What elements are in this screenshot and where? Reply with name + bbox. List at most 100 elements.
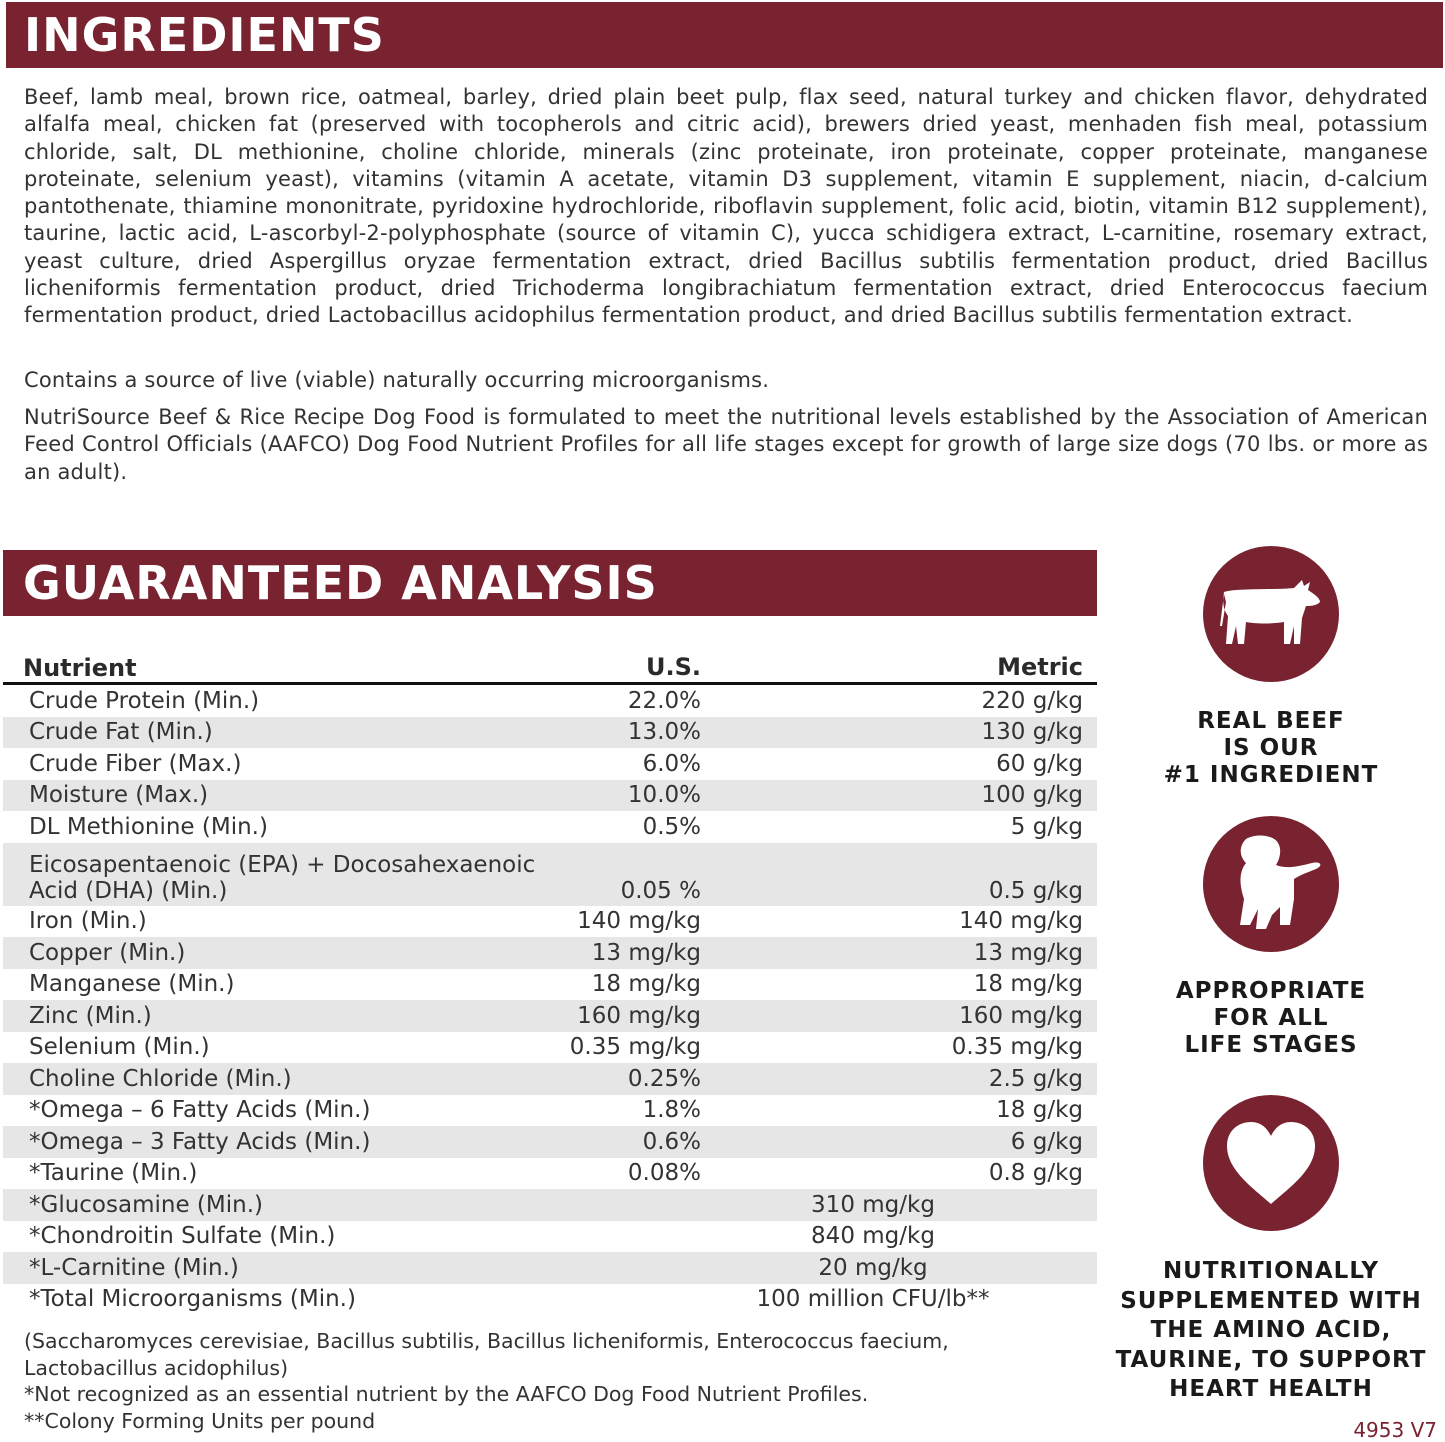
us-value: 160 mg/kg bbox=[577, 1002, 701, 1029]
table-row: Manganese (Min.) 18 mg/kg 18 mg/kg bbox=[3, 969, 1097, 1001]
feature-line: APPROPRIATE bbox=[1175, 978, 1367, 1004]
feature-line: NUTRITIONALLY bbox=[1162, 1258, 1380, 1284]
us-value: 6.0% bbox=[642, 750, 701, 777]
metric-value: 130 g/kg bbox=[981, 719, 1083, 746]
us-value: 13 mg/kg bbox=[591, 939, 701, 966]
us-value: 0.35 mg/kg bbox=[569, 1034, 701, 1061]
feature-line: LIFE STAGES bbox=[1184, 1032, 1358, 1058]
nutrient-name: *Glucosamine (Min.) bbox=[29, 1191, 263, 1218]
combined-value: 840 mg/kg bbox=[811, 1223, 935, 1250]
combined-value: 310 mg/kg bbox=[811, 1191, 935, 1218]
feature-life-stages: APPROPRIATE FOR ALL LIFE STAGES bbox=[1105, 816, 1437, 1059]
table-row: *Total Microorganisms (Min.) 100 million … bbox=[3, 1284, 1097, 1316]
us-value: 0.6% bbox=[642, 1128, 701, 1155]
us-value: 18 mg/kg bbox=[591, 971, 701, 998]
nutrient-name: Selenium (Min.) bbox=[29, 1034, 210, 1061]
table-row: Crude Fiber (Max.) 6.0% 60 g/kg bbox=[3, 748, 1097, 780]
feature-line: FOR ALL bbox=[1213, 1005, 1329, 1031]
table-row: *Glucosamine (Min.) 310 mg/kg bbox=[3, 1189, 1097, 1221]
combined-value: 100 million CFU/lb** bbox=[756, 1286, 990, 1313]
nutrient-name: *L-Carnitine (Min.) bbox=[29, 1254, 239, 1281]
us-value: 10.0% bbox=[627, 782, 701, 809]
puppy-icon bbox=[1203, 816, 1339, 952]
metric-value: 2.5 g/kg bbox=[988, 1065, 1083, 1092]
us-value: 140 mg/kg bbox=[577, 908, 701, 935]
table-row: *L-Carnitine (Min.) 20 mg/kg bbox=[3, 1252, 1097, 1284]
table-row: *Omega – 6 Fatty Acids (Min.) 1.8% 18 g/kg bbox=[3, 1095, 1097, 1127]
feature-real-beef: REAL BEEF IS OUR #1 INGREDIENT bbox=[1105, 546, 1437, 789]
header-nutrient: Nutrient bbox=[23, 654, 137, 682]
nutrient-name: Manganese (Min.) bbox=[29, 971, 235, 998]
analysis-table: Nutrient U.S. Metric Crude Protein (Min.… bbox=[3, 650, 1097, 1315]
nutrient-name: Eicosapentaenoic (EPA) + Docosahexaenoic… bbox=[29, 851, 536, 904]
metric-value: 220 g/kg bbox=[981, 687, 1083, 714]
footnote-organisms: (Saccharomyces cerevisiae, Bacillus subt… bbox=[24, 1329, 949, 1380]
guaranteed-analysis-title: GUARANTEED ANALYSIS bbox=[3, 550, 1097, 616]
us-value: 0.5% bbox=[642, 813, 701, 840]
metric-value: 0.8 g/kg bbox=[988, 1160, 1083, 1187]
table-row: Moisture (Max.) 10.0% 100 g/kg bbox=[3, 779, 1097, 811]
us-value: 0.08% bbox=[627, 1160, 701, 1187]
nutrient-name: Iron (Min.) bbox=[29, 908, 147, 935]
table-row: Choline Chloride (Min.) 0.25% 2.5 g/kg bbox=[3, 1063, 1097, 1095]
header-metric: Metric bbox=[997, 653, 1083, 681]
feature-line: HEART HEALTH bbox=[1169, 1376, 1373, 1402]
metric-value: 6 g/kg bbox=[1010, 1128, 1083, 1155]
footnotes: (Saccharomyces cerevisiae, Bacillus subt… bbox=[24, 1328, 1084, 1434]
feature-line: THE AMINO ACID, bbox=[1150, 1317, 1392, 1343]
table-row: Crude Protein (Min.) 22.0% 220 g/kg bbox=[3, 685, 1097, 717]
us-value: 13.0% bbox=[627, 719, 701, 746]
feature-text: NUTRITIONALLY SUPPLEMENTED WITH THE AMIN… bbox=[1105, 1257, 1437, 1405]
metric-value: 13 mg/kg bbox=[973, 939, 1083, 966]
table-row: Crude Fat (Min.) 13.0% 130 g/kg bbox=[3, 716, 1097, 748]
product-code: 4953 V7 bbox=[1353, 1418, 1437, 1442]
metric-value: 0.5 g/kg bbox=[988, 877, 1083, 904]
table-row: Selenium (Min.) 0.35 mg/kg 0.35 mg/kg bbox=[3, 1032, 1097, 1064]
table-row: *Taurine (Min.) 0.08% 0.8 g/kg bbox=[3, 1158, 1097, 1190]
metric-value: 18 mg/kg bbox=[973, 971, 1083, 998]
table-header: Nutrient U.S. Metric bbox=[3, 650, 1097, 685]
nutrient-name: Copper (Min.) bbox=[29, 939, 186, 966]
metric-value: 18 g/kg bbox=[996, 1097, 1083, 1124]
nutrient-name: *Omega – 3 Fatty Acids (Min.) bbox=[29, 1128, 371, 1155]
feature-heart-health: NUTRITIONALLY SUPPLEMENTED WITH THE AMIN… bbox=[1105, 1095, 1437, 1405]
metric-value: 140 mg/kg bbox=[959, 908, 1083, 935]
feature-line: #1 INGREDIENT bbox=[1163, 762, 1379, 788]
combined-value: 20 mg/kg bbox=[818, 1254, 928, 1281]
table-row: Zinc (Min.) 160 mg/kg 160 mg/kg bbox=[3, 1000, 1097, 1032]
metric-value: 5 g/kg bbox=[1010, 813, 1083, 840]
us-value: 0.05 % bbox=[620, 877, 701, 904]
table-row: *Omega – 3 Fatty Acids (Min.) 0.6% 6 g/kg bbox=[3, 1126, 1097, 1158]
nutrient-name: *Chondroitin Sulfate (Min.) bbox=[29, 1223, 336, 1250]
nutrient-name: *Total Microorganisms (Min.) bbox=[29, 1286, 356, 1313]
feature-line: SUPPLEMENTED WITH bbox=[1120, 1287, 1422, 1314]
nutrient-name: Crude Fat (Min.) bbox=[29, 719, 213, 746]
metric-value: 160 mg/kg bbox=[959, 1002, 1083, 1029]
ingredients-title: INGREDIENTS bbox=[6, 2, 1443, 68]
nutrient-name: *Taurine (Min.) bbox=[29, 1160, 198, 1187]
header-us: U.S. bbox=[645, 653, 701, 681]
nutrient-name: Choline Chloride (Min.) bbox=[29, 1065, 292, 1092]
table-row: Eicosapentaenoic (EPA) + Docosahexaenoic… bbox=[3, 842, 1097, 906]
us-value: 22.0% bbox=[627, 687, 701, 714]
feature-text: APPROPRIATE FOR ALL LIFE STAGES bbox=[1105, 978, 1437, 1059]
feature-text: REAL BEEF IS OUR #1 INGREDIENT bbox=[1105, 708, 1437, 789]
us-value: 1.8% bbox=[642, 1097, 701, 1124]
table-row: Copper (Min.) 13 mg/kg 13 mg/kg bbox=[3, 937, 1097, 969]
nutrient-name: Moisture (Max.) bbox=[29, 782, 209, 809]
nutrient-name: Crude Fiber (Max.) bbox=[29, 750, 242, 777]
us-value: 0.25% bbox=[627, 1065, 701, 1092]
ingredients-list: Beef, lamb meal, brown rice, oatmeal, ba… bbox=[24, 85, 1428, 328]
feature-line: TAURINE, TO SUPPORT bbox=[1115, 1346, 1427, 1373]
table-row: DL Methionine (Min.) 0.5% 5 g/kg bbox=[3, 811, 1097, 843]
nutrient-name: Zinc (Min.) bbox=[29, 1002, 152, 1029]
table-row: Iron (Min.) 140 mg/kg 140 mg/kg bbox=[3, 906, 1097, 938]
cow-icon bbox=[1203, 546, 1339, 682]
table-row: *Chondroitin Sulfate (Min.) 840 mg/kg bbox=[3, 1221, 1097, 1253]
feature-line: IS OUR bbox=[1223, 735, 1319, 761]
nutrient-name: Crude Protein (Min.) bbox=[29, 687, 260, 714]
nutrient-name: DL Methionine (Min.) bbox=[29, 813, 268, 840]
metric-value: 100 g/kg bbox=[981, 782, 1083, 809]
feature-line: REAL BEEF bbox=[1197, 708, 1345, 734]
metric-value: 0.35 mg/kg bbox=[951, 1034, 1083, 1061]
